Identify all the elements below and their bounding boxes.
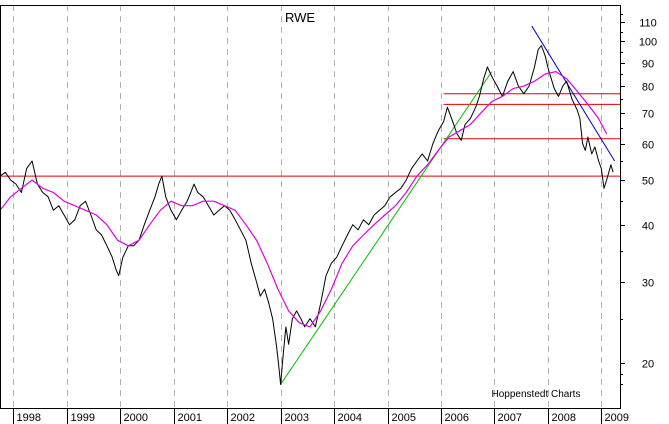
y-tick-label-20: 20 [642, 359, 654, 371]
x-tick-label-2002: 2002 [231, 412, 255, 424]
trendline-2 [531, 25, 616, 162]
x-tick-label-1999: 1999 [71, 412, 95, 424]
y-tick-label-110: 110 [639, 18, 657, 30]
y-tick-label-80: 80 [642, 82, 654, 94]
horizontal-lines [0, 93, 620, 177]
x-tick-label-2009: 2009 [605, 412, 629, 424]
x-axis: 1998 1999 2000 2001 2002 2003 2004 2005 2006 2007… [13, 408, 629, 424]
x-tick-label-2001: 2001 [178, 412, 202, 424]
x-tick-label-2006: 2006 [445, 412, 469, 424]
x-tick-label-2005: 2005 [392, 412, 416, 424]
grid [13, 5, 602, 408]
trendlines [280, 25, 616, 385]
y-tick-label-50: 50 [642, 176, 654, 188]
x-tick-label-2000: 2000 [124, 412, 148, 424]
y-tick-label-60: 60 [642, 140, 654, 152]
chart-credit: Hoppenstedt Charts [492, 389, 581, 400]
series [0, 45, 614, 385]
plot-frame [0, 5, 621, 409]
y-tick-label-40: 40 [642, 221, 654, 233]
x-tick-label-2007: 2007 [498, 412, 522, 424]
x-tick-label-2008: 2008 [552, 412, 576, 424]
y-axis: 110 100 90 80 70 60 50 40 30 20 [620, 14, 657, 385]
y-tick-label-70: 70 [642, 109, 654, 121]
x-tick-label-2003: 2003 [285, 412, 309, 424]
moving-average-line [0, 71, 608, 328]
chart-title: RWE [285, 10, 315, 25]
y-tick-label-90: 90 [642, 59, 654, 71]
trendline-1 [280, 71, 493, 385]
y-tick-label-30: 30 [642, 278, 654, 290]
x-tick-label-2004: 2004 [338, 412, 362, 424]
y-tick-label-100: 100 [639, 37, 657, 49]
x-tick-label-1998: 1998 [17, 412, 41, 424]
